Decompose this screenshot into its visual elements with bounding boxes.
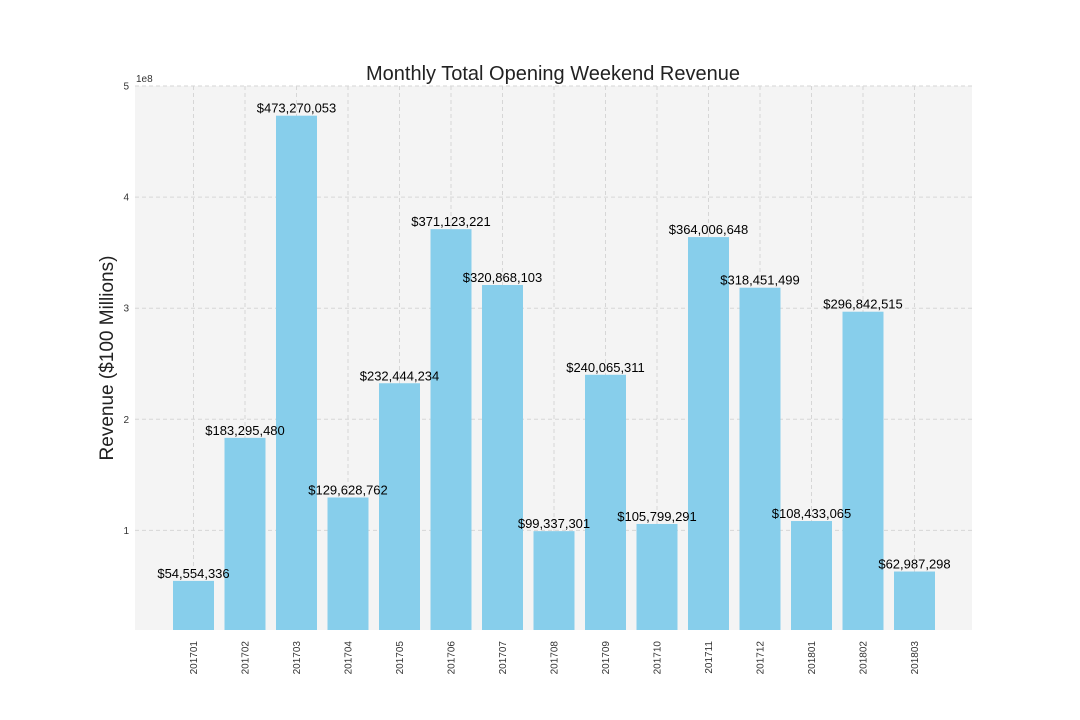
- y-axis-ticks: 1 2 3 4 5: [123, 82, 129, 537]
- bar-value-label: $108,433,065: [772, 506, 852, 521]
- bar: [379, 383, 420, 630]
- y-axis-exponent: 1e8: [136, 74, 153, 85]
- bar: [791, 521, 832, 630]
- bar: [842, 311, 884, 630]
- bar: [224, 437, 266, 630]
- bar-value-label: $232,444,234: [360, 368, 440, 383]
- x-tick-label: 201705: [395, 641, 406, 675]
- bar-value-label: $296,842,515: [823, 297, 903, 312]
- x-axis-ticks: 201701 201702 201703 201704 201705 201706 2017…: [189, 641, 921, 675]
- bar-value-label: $99,337,301: [518, 516, 590, 531]
- bar: [430, 229, 472, 630]
- bar: [636, 523, 678, 630]
- x-tick-label: 201708: [550, 641, 561, 675]
- x-tick-label: 201703: [292, 641, 303, 675]
- bar-value-label: $105,799,291: [617, 509, 697, 524]
- y-tick-label: 1: [123, 526, 129, 537]
- x-tick-label: 201711: [704, 641, 715, 674]
- bar-value-label: $54,554,336: [157, 566, 229, 581]
- bar: [173, 580, 214, 630]
- bar-value-label: $320,868,103: [463, 270, 543, 285]
- x-tick-label: 201709: [601, 641, 612, 675]
- y-tick-label: 4: [123, 193, 129, 204]
- y-tick-label: 5: [123, 82, 129, 93]
- bar: [894, 571, 935, 630]
- bar: [276, 115, 317, 631]
- x-tick-label: 201702: [241, 641, 252, 675]
- bar-value-label: $240,065,311: [566, 360, 645, 375]
- bar-value-label: $364,006,648: [669, 222, 749, 237]
- x-tick-label: 201704: [344, 641, 355, 675]
- x-tick-label: 201712: [756, 641, 767, 675]
- bar: [739, 287, 781, 630]
- x-tick-label: 201706: [447, 641, 458, 675]
- bar: [585, 374, 626, 630]
- y-tick-label: 2: [123, 415, 129, 426]
- x-tick-label: 201707: [498, 641, 509, 675]
- chart-title: Monthly Total Opening Weekend Revenue: [366, 63, 740, 85]
- x-tick-label: 201803: [910, 641, 921, 675]
- x-tick-label: 201802: [859, 641, 870, 675]
- bar: [327, 497, 369, 630]
- bar-value-label: $318,451,499: [720, 273, 800, 288]
- bar-value-label: $473,270,053: [257, 101, 337, 116]
- y-tick-label: 3: [123, 304, 129, 315]
- bar-value-label: $129,628,762: [308, 482, 388, 497]
- bar-value-label: $183,295,480: [205, 423, 285, 438]
- bar-value-label: $62,987,298: [878, 557, 950, 572]
- bars: [173, 115, 935, 631]
- x-tick-label: 201710: [653, 641, 664, 675]
- x-tick-label: 201801: [807, 641, 818, 675]
- x-tick-label: 201701: [189, 641, 200, 675]
- bar-value-label: $371,123,221: [411, 214, 491, 229]
- data-labels: $54,554,336 $183,295,480 $473,270,053 $129,…: [157, 101, 950, 581]
- bar: [482, 285, 523, 630]
- bar: [533, 531, 575, 630]
- y-axis-label: Revenue ($100 Millions): [97, 256, 118, 461]
- bar: [688, 237, 729, 630]
